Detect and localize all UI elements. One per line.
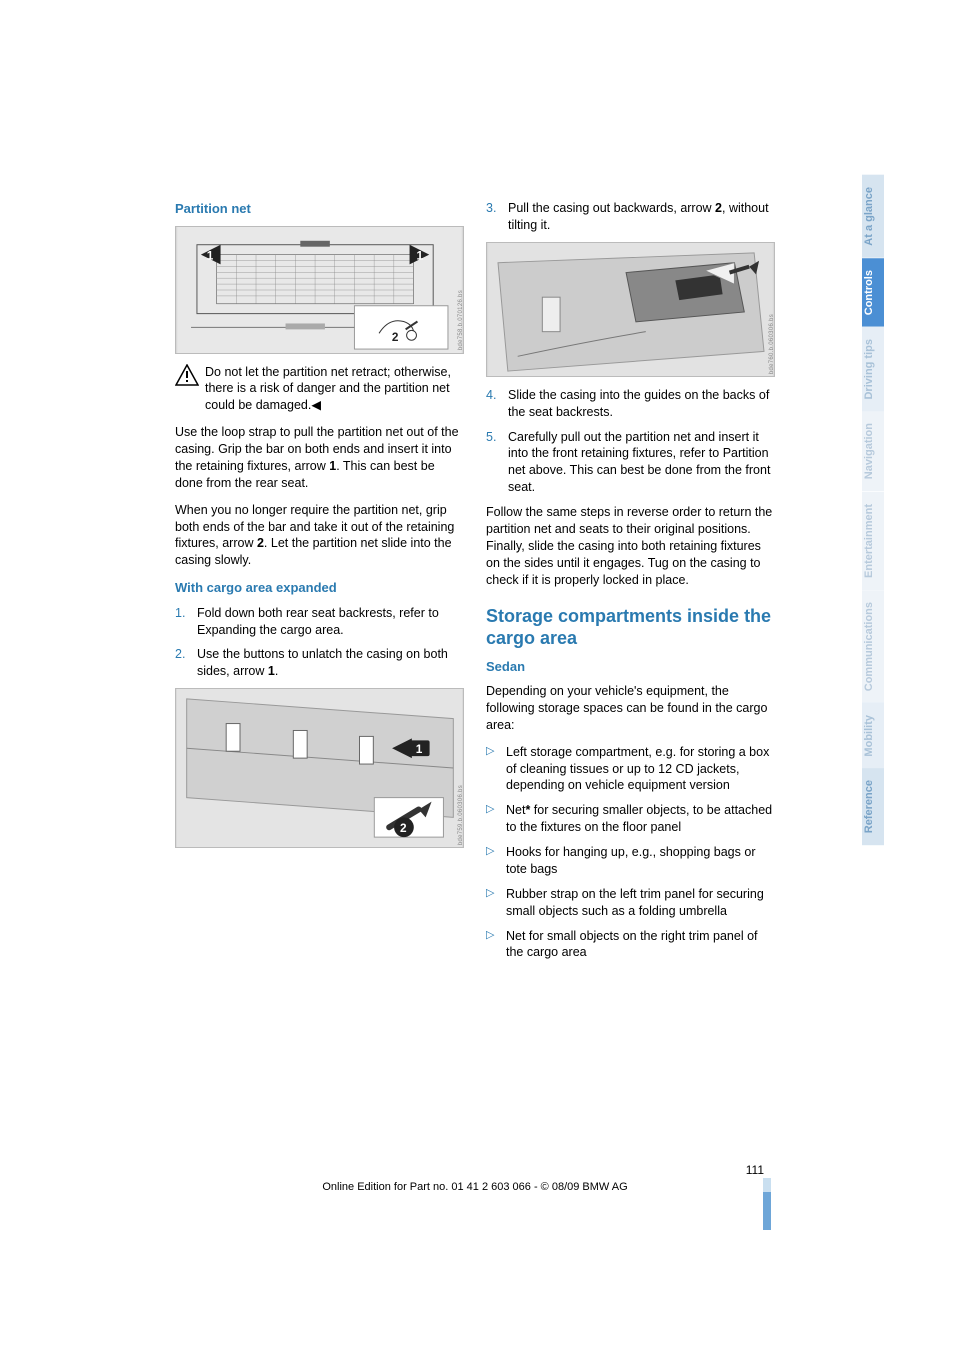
bullet-list: Left storage compartment, e.g. for stori… [486, 744, 775, 962]
casing-out-diagram [487, 243, 774, 376]
page-bar-light [763, 1178, 771, 1192]
bullet-hooks: Hooks for hanging up, e.g., shopping bag… [486, 844, 775, 878]
bold-arrow-2b: 2 [715, 201, 722, 215]
bold-arrow-2: 2 [257, 536, 264, 550]
figure-partition-net: 1 1 2 bde758.b.070126.bs [175, 226, 464, 354]
text: Net [506, 803, 525, 817]
side-tabs: At a glanceControlsDriving tipsNavigatio… [862, 175, 884, 846]
step-3: Pull the casing out backwards, arrow 2, … [486, 200, 775, 234]
paragraph-depending: Depending on your vehicle's equipment, t… [486, 683, 775, 734]
text: Use the buttons to unlatch the casing on… [197, 647, 448, 678]
left-column: Partition net 1 [175, 200, 464, 969]
svg-text:2: 2 [400, 821, 407, 835]
text: . [275, 664, 278, 678]
bullet-left-storage: Left storage compartment, e.g. for stori… [486, 744, 775, 795]
warning-box: Do not let the partition net retract; ot… [175, 364, 464, 425]
warning-icon [175, 364, 199, 386]
steps-list-right-bottom: Slide the casing into the guides on the … [486, 387, 775, 496]
heading-storage-compartments: Storage compartments inside the cargo ar… [486, 606, 775, 649]
steps-list-right-top: Pull the casing out backwards, arrow 2, … [486, 200, 775, 234]
tab-driving-tips[interactable]: Driving tips [862, 327, 884, 412]
paragraph-reverse: Follow the same steps in reverse order t… [486, 504, 775, 588]
step-2: Use the buttons to unlatch the casing on… [175, 646, 464, 680]
tab-controls[interactable]: Controls [862, 258, 884, 327]
page-bar [763, 1192, 771, 1230]
bullet-net: Net* for securing smaller objects, to be… [486, 802, 775, 836]
casing-diagram: 1 1 2 [176, 689, 463, 847]
tab-communications[interactable]: Communications [862, 590, 884, 703]
text: for securing smaller objects, to be atta… [506, 803, 772, 834]
tab-entertainment[interactable]: Entertainment [862, 492, 884, 590]
tab-mobility[interactable]: Mobility [862, 703, 884, 769]
footer-text: Online Edition for Part no. 01 41 2 603 … [175, 1180, 775, 1195]
heading-sedan: Sedan [486, 658, 775, 676]
partition-net-diagram: 1 1 2 [176, 227, 463, 353]
main-content: Partition net 1 [175, 200, 775, 969]
image-credit-1: bde758.b.070126.bs [457, 290, 465, 350]
figure-casing-unlatch: 1 1 2 bde759.b.060306.bs [175, 688, 464, 848]
right-column: Pull the casing out backwards, arrow 2, … [486, 200, 775, 969]
bullet-net-right: Net for small objects on the right trim … [486, 928, 775, 962]
step-1: Fold down both rear seat backrests, refe… [175, 605, 464, 639]
steps-list-left: Fold down both rear seat backrests, refe… [175, 605, 464, 681]
svg-text:1: 1 [416, 248, 423, 262]
tab-at-a-glance[interactable]: At a glance [862, 175, 884, 258]
heading-partition-net: Partition net [175, 200, 464, 218]
figure-casing-out: bde760.b.060306.bs [486, 242, 775, 377]
bullet-rubber-strap: Rubber strap on the left trim panel for … [486, 886, 775, 920]
svg-text:1: 1 [416, 742, 423, 756]
paragraph-remove-net: When you no longer require the partition… [175, 502, 464, 570]
warning-text: Do not let the partition net retract; ot… [205, 364, 464, 415]
bold-arrow-1b: 1 [268, 664, 275, 678]
paragraph-loop-strap: Use the loop strap to pull the partition… [175, 424, 464, 492]
heading-cargo-expanded: With cargo area expanded [175, 579, 464, 597]
image-credit-2: bde759.b.060306.bs [457, 785, 465, 845]
step-4: Slide the casing into the guides on the … [486, 387, 775, 421]
svg-text:1: 1 [207, 248, 214, 262]
step-5: Carefully pull out the partition net and… [486, 429, 775, 497]
tab-navigation[interactable]: Navigation [862, 411, 884, 491]
image-credit-3: bde760.b.060306.bs [768, 314, 776, 374]
page-number: 111 [746, 1162, 764, 1178]
tab-reference[interactable]: Reference [862, 768, 884, 845]
text: Pull the casing out backwards, arrow [508, 201, 715, 215]
svg-text:2: 2 [392, 330, 399, 344]
